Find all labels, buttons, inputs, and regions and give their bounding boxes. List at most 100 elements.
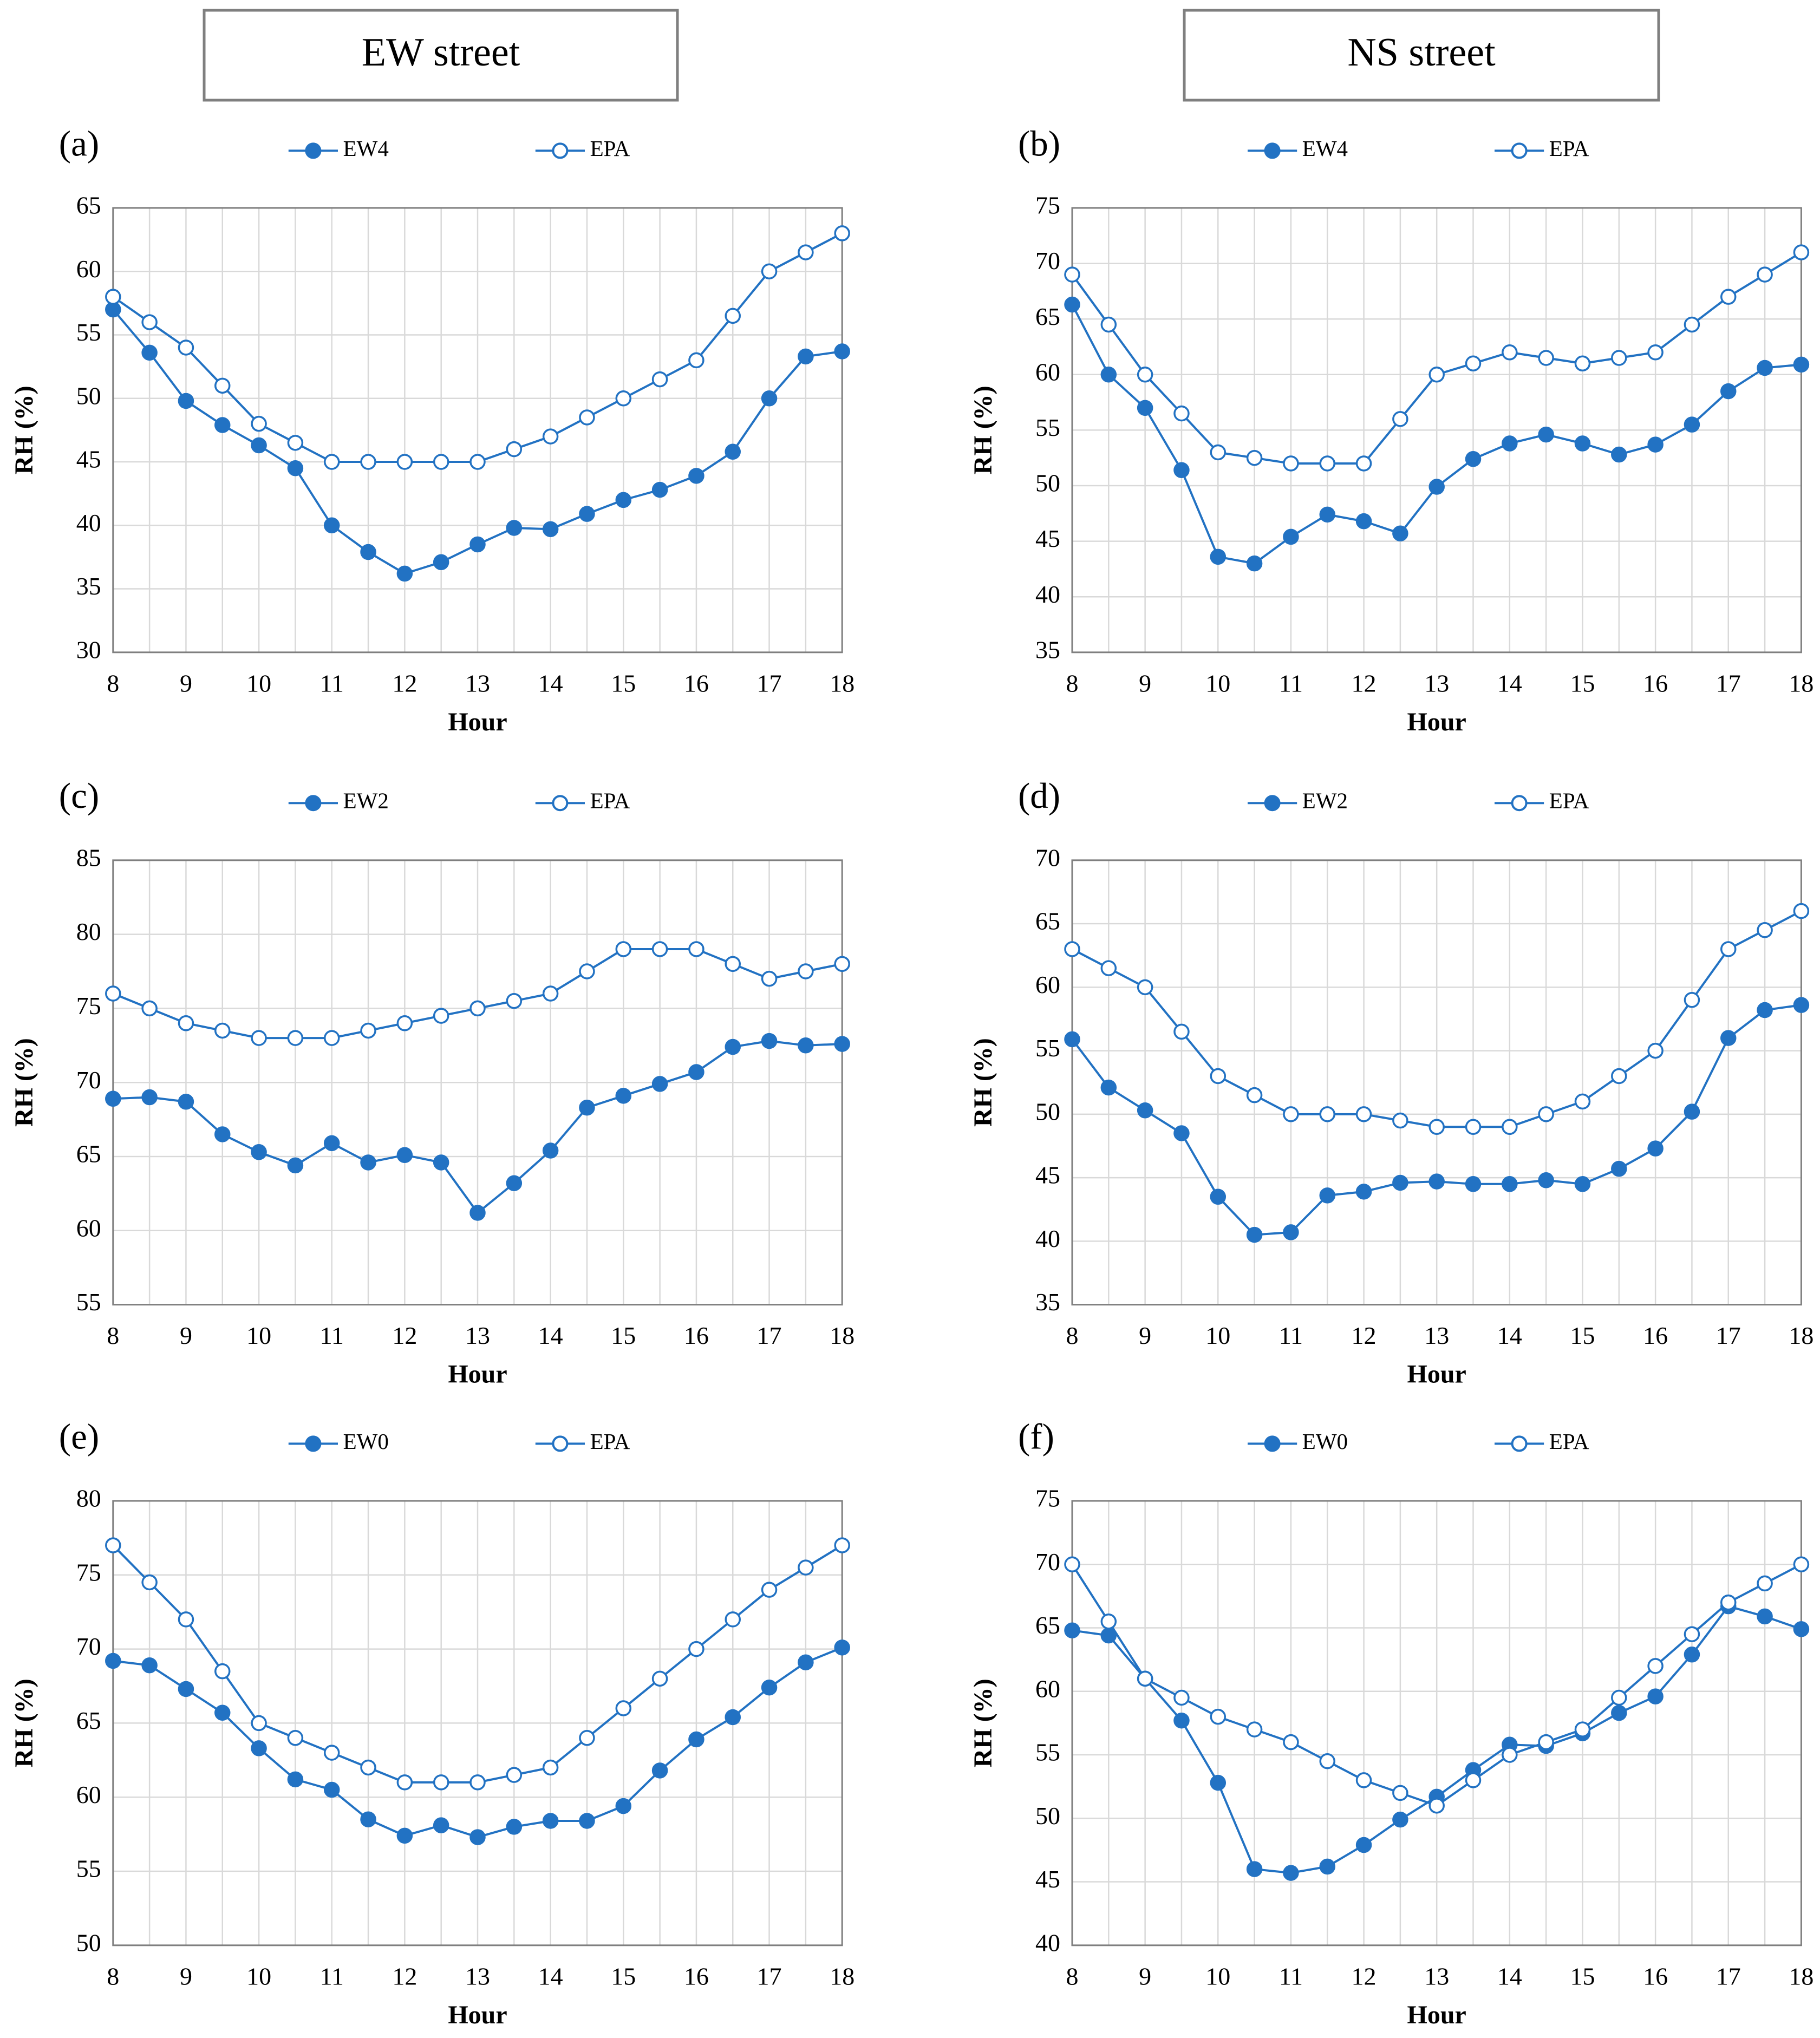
data-point: [1173, 1125, 1190, 1141]
data-point: [688, 941, 704, 957]
x-tick-label: 15: [611, 669, 636, 697]
header-box: [203, 9, 679, 102]
y-tick-label: 50: [76, 1929, 101, 1956]
data-point: [761, 390, 778, 407]
x-tick-label: 8: [107, 669, 119, 697]
x-tick-label: 9: [180, 1322, 192, 1349]
y-tick-label: 70: [1035, 247, 1060, 275]
data-point: [433, 454, 449, 470]
data-point: [615, 1088, 632, 1104]
x-tick-label: 10: [1205, 1962, 1230, 1990]
data-point: [105, 289, 121, 305]
data-point: [178, 339, 194, 356]
data-point: [1246, 449, 1263, 466]
legend-label: EW4: [1302, 136, 1348, 161]
data-point: [141, 344, 158, 361]
data-point: [1319, 1106, 1335, 1122]
data-point: [396, 1774, 413, 1791]
data-point: [105, 985, 121, 1002]
legend-marker: [1264, 795, 1281, 812]
data-point: [1538, 1106, 1554, 1122]
data-point: [323, 1745, 340, 1761]
data-point: [1428, 1798, 1445, 1814]
x-axis-label: Hour: [448, 2001, 507, 2029]
data-point: [1319, 1187, 1335, 1204]
data-point: [1210, 1708, 1227, 1725]
data-point: [105, 1652, 121, 1669]
data-point: [1611, 446, 1627, 463]
data-point: [1465, 1772, 1482, 1788]
y-tick-label: 30: [76, 636, 101, 663]
data-point: [1064, 296, 1080, 313]
data-point: [178, 1611, 194, 1628]
data-point: [798, 348, 814, 365]
x-tick-label: 17: [1716, 1962, 1741, 1990]
data-point: [615, 1700, 632, 1716]
data-point: [433, 1774, 449, 1791]
x-tick-label: 11: [320, 1962, 344, 1990]
data-point: [506, 1819, 523, 1835]
x-tick-label: 9: [1139, 1322, 1151, 1349]
data-point: [1465, 1119, 1482, 1135]
x-tick-label: 8: [107, 1962, 119, 1990]
data-point: [1319, 1858, 1335, 1875]
data-point: [506, 992, 523, 1009]
x-tick-label: 14: [1497, 1322, 1522, 1349]
legend-label: EW4: [343, 136, 389, 161]
data-point: [141, 1657, 158, 1674]
x-tick-label: 10: [1205, 669, 1230, 697]
data-point: [251, 437, 267, 454]
data-point: [615, 492, 632, 508]
data-point: [506, 1175, 523, 1191]
y-axis-label: RH (%): [10, 1678, 38, 1767]
data-point: [287, 1771, 304, 1788]
data-point: [1355, 1837, 1372, 1853]
data-point: [1793, 244, 1810, 260]
data-point: [688, 468, 704, 484]
data-point: [1611, 1160, 1627, 1177]
data-point: [1064, 941, 1080, 957]
data-point: [469, 1829, 486, 1845]
plot-frame: [112, 207, 843, 654]
x-tick-label: 18: [830, 669, 854, 697]
data-point: [579, 1813, 595, 1829]
legend-marker: [305, 1435, 322, 1452]
data-point: [651, 1076, 668, 1092]
data-point: [214, 1126, 231, 1142]
data-point: [688, 1641, 704, 1657]
data-point: [1793, 356, 1810, 373]
x-tick-label: 17: [757, 1322, 782, 1349]
x-tick-label: 10: [246, 669, 271, 697]
x-tick-label: 14: [1497, 669, 1522, 697]
y-tick-label: 70: [1035, 844, 1060, 871]
data-point: [141, 1574, 158, 1591]
legend-label: EPA: [1549, 788, 1589, 813]
legend-marker: [1264, 142, 1281, 159]
data-point: [579, 506, 595, 522]
y-axis-label: RH (%): [10, 1038, 38, 1127]
data-point: [651, 1670, 668, 1687]
y-tick-label: 40: [76, 509, 101, 537]
y-tick-label: 55: [76, 1855, 101, 1883]
data-point: [1355, 1772, 1372, 1788]
data-point: [651, 371, 668, 388]
data-point: [579, 1730, 595, 1746]
plot-frame: [1071, 207, 1802, 654]
data-point: [725, 1611, 741, 1628]
y-tick-label: 45: [1035, 1161, 1060, 1189]
legend-marker: [1264, 1435, 1281, 1452]
plot-frame: [1071, 1500, 1802, 1946]
y-tick-label: 50: [1035, 469, 1060, 497]
y-tick-label: 45: [76, 446, 101, 473]
data-point: [834, 956, 850, 972]
x-tick-label: 14: [1497, 1962, 1522, 1990]
x-tick-label: 15: [611, 1962, 636, 1990]
y-tick-label: 40: [1035, 1225, 1060, 1252]
data-point: [1392, 1785, 1408, 1801]
data-point: [1283, 1734, 1299, 1750]
x-tick-label: 12: [1352, 669, 1377, 697]
y-tick-label: 55: [1035, 1739, 1060, 1766]
data-point: [1173, 1712, 1190, 1729]
data-point: [1064, 1622, 1080, 1638]
data-point: [1355, 1184, 1372, 1200]
